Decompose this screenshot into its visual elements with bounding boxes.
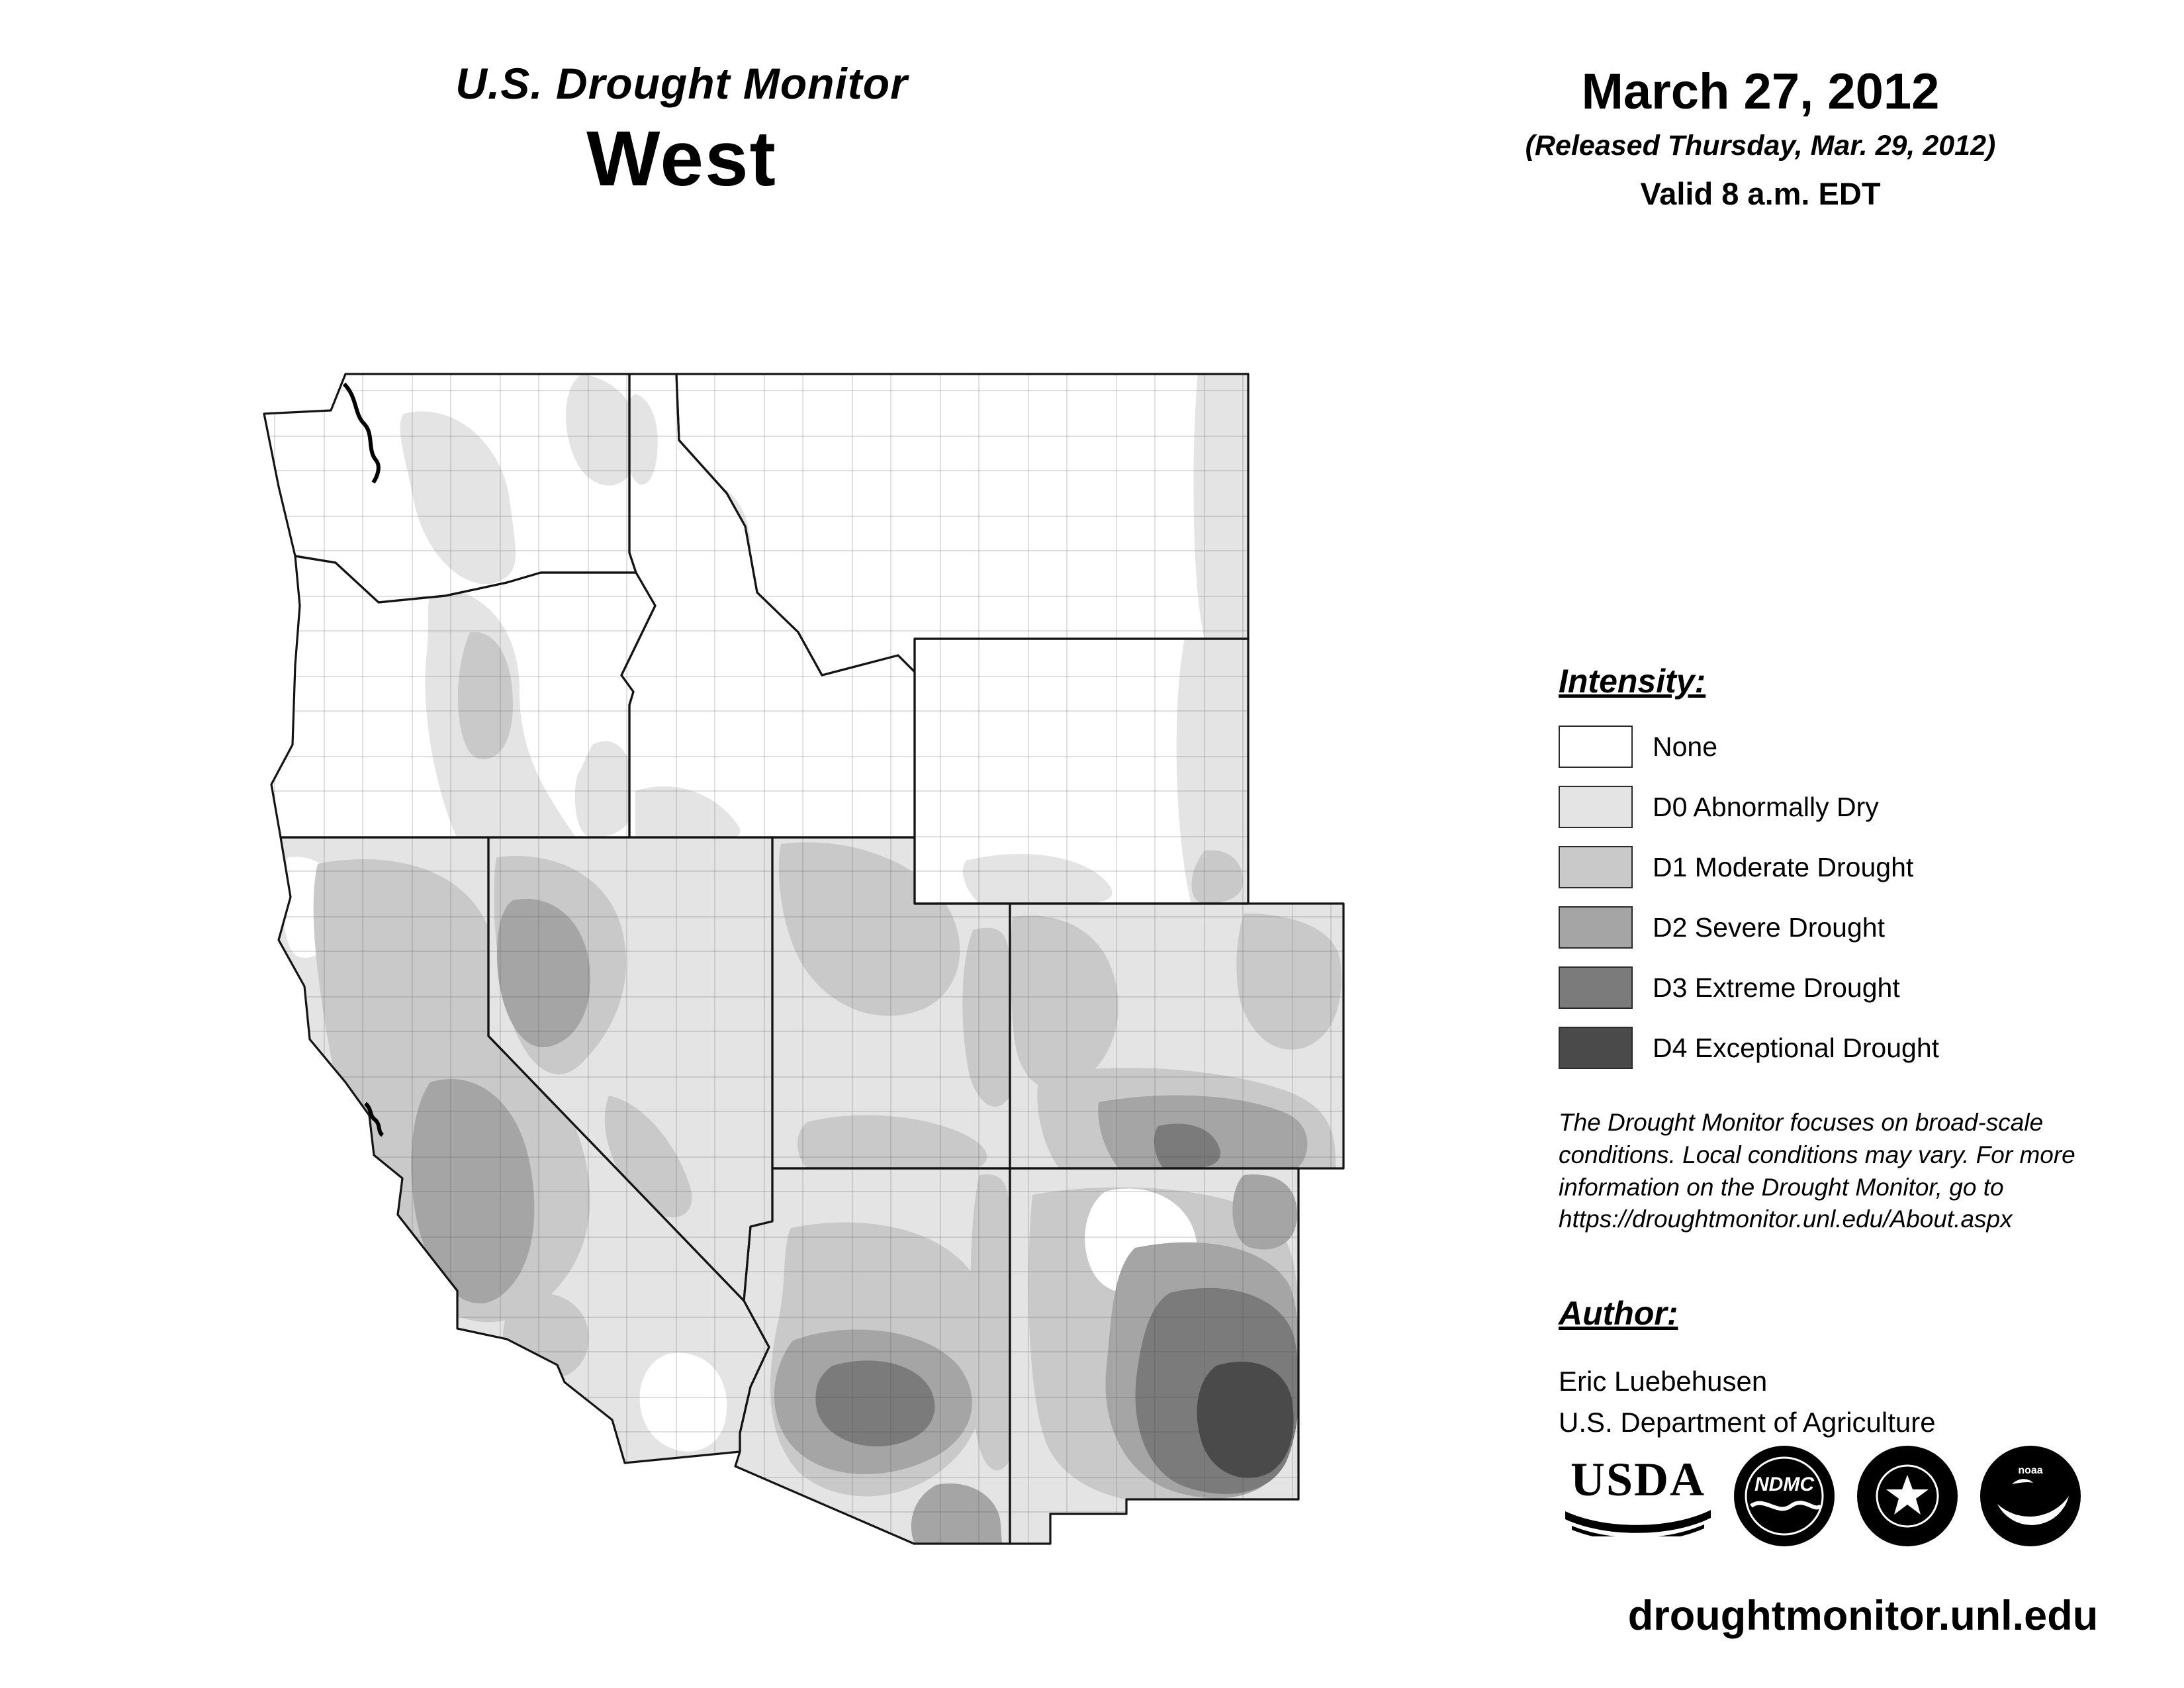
department-of-commerce-logo-icon	[1857, 1446, 1958, 1546]
legend-row-d0: D0 Abnormally Dry	[1559, 786, 2167, 828]
legend-row-d1: D1 Moderate Drought	[1559, 846, 2167, 888]
legend-label: D0 Abnormally Dry	[1653, 791, 1879, 822]
legend-label: None	[1653, 731, 1718, 762]
usda-swoosh-icon	[1565, 1510, 1711, 1542]
legend-label: D3 Extreme Drought	[1653, 972, 1900, 1003]
author-name: Eric Luebehusen	[1559, 1366, 1768, 1397]
legend-row-d2: D2 Severe Drought	[1559, 906, 2167, 949]
san-francisco-bay-detail	[363, 1102, 385, 1137]
legend-swatch-d4	[1559, 1027, 1633, 1069]
author-org: U.S. Department of Agriculture	[1559, 1407, 1936, 1438]
legend-swatch-d1	[1559, 846, 1633, 888]
legend-panel: Intensity: None D0 Abnormally Dry D1 Mod…	[1559, 662, 2167, 1087]
legend-row-none: None	[1559, 726, 2167, 768]
legend-swatch-d2	[1559, 906, 1633, 949]
drought-map	[212, 334, 1350, 1552]
valid-time: Valid 8 a.m. EDT	[1640, 176, 1881, 211]
ndmc-logo-icon: NDMC	[1734, 1446, 1835, 1546]
county-lines-texture	[264, 374, 1343, 1544]
legend-heading: Intensity:	[1559, 663, 1706, 700]
usda-logo: USDA	[1562, 1452, 1714, 1542]
legend-swatch-d3	[1559, 966, 1633, 1009]
logo-row: USDA NDMC noaa	[1562, 1443, 2158, 1549]
release-date: (Released Thursday, Mar. 29, 2012)	[1525, 130, 1996, 162]
drought-map-svg	[263, 373, 1345, 1545]
legend-row-d3: D3 Extreme Drought	[1559, 966, 2167, 1009]
noaa-logo-icon: noaa	[1980, 1446, 2081, 1546]
page-title: U.S. Drought Monitor	[455, 59, 908, 108]
date-block: March 27, 2012 (Released Thursday, Mar. …	[1456, 63, 2065, 212]
author-heading: Author:	[1559, 1295, 1678, 1332]
map-date: March 27, 2012	[1581, 64, 1940, 120]
legend-swatch-none	[1559, 726, 1633, 768]
svg-text:noaa: noaa	[2018, 1465, 2042, 1476]
author-block: Author: Eric Luebehusen U.S. Department …	[1559, 1294, 2154, 1438]
footer-url: droughtmonitor.unl.edu	[1627, 1593, 2099, 1639]
disclaimer-note: The Drought Monitor focuses on broad-sca…	[1559, 1109, 2075, 1233]
legend-label: D2 Severe Drought	[1653, 912, 1885, 943]
legend-label: D1 Moderate Drought	[1653, 851, 1914, 882]
title-block: U.S. Drought Monitor West	[351, 58, 1013, 204]
legend-row-d4: D4 Exceptional Drought	[1559, 1027, 2167, 1069]
legend-swatch-d0	[1559, 786, 1633, 828]
legend-label: D4 Exceptional Drought	[1653, 1032, 1940, 1063]
legend-list: None D0 Abnormally Dry D1 Moderate Droug…	[1559, 726, 2167, 1069]
usda-logo-text: USDA	[1570, 1453, 1706, 1506]
region-title: West	[586, 115, 777, 203]
svg-text:NDMC: NDMC	[1754, 1474, 1815, 1495]
puget-sound-detail	[342, 382, 381, 484]
